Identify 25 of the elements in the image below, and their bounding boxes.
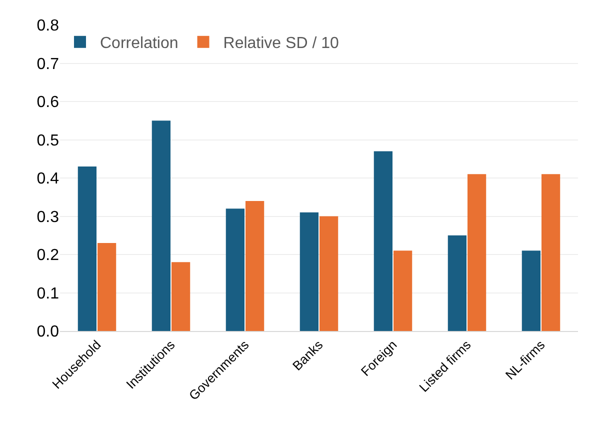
bar xyxy=(522,250,541,331)
bar xyxy=(319,216,338,331)
bar xyxy=(393,250,412,331)
bar xyxy=(374,151,393,331)
legend-label: Relative SD / 10 xyxy=(223,35,339,52)
y-tick-label: 0.3 xyxy=(36,208,60,226)
bar xyxy=(448,235,467,331)
y-tick-label: 0.2 xyxy=(36,247,60,264)
bar xyxy=(245,200,264,331)
bar xyxy=(541,174,560,331)
y-tick-label: 0.7 xyxy=(36,56,60,73)
y-tick-label: 0.8 xyxy=(36,18,60,35)
bar xyxy=(300,212,319,331)
legend-label: Correlation xyxy=(100,35,178,52)
y-tick-label: 0.1 xyxy=(36,285,60,302)
y-tick-label: 0.5 xyxy=(36,132,60,150)
bar xyxy=(226,208,245,331)
y-tick-label: 0.6 xyxy=(36,94,60,112)
y-tick-label: 0.4 xyxy=(36,170,60,188)
bar xyxy=(78,166,97,331)
y-tick-label: 0.0 xyxy=(36,324,60,341)
bar xyxy=(152,120,171,331)
bar xyxy=(97,243,116,331)
bar xyxy=(467,174,486,331)
bar xyxy=(171,262,190,331)
